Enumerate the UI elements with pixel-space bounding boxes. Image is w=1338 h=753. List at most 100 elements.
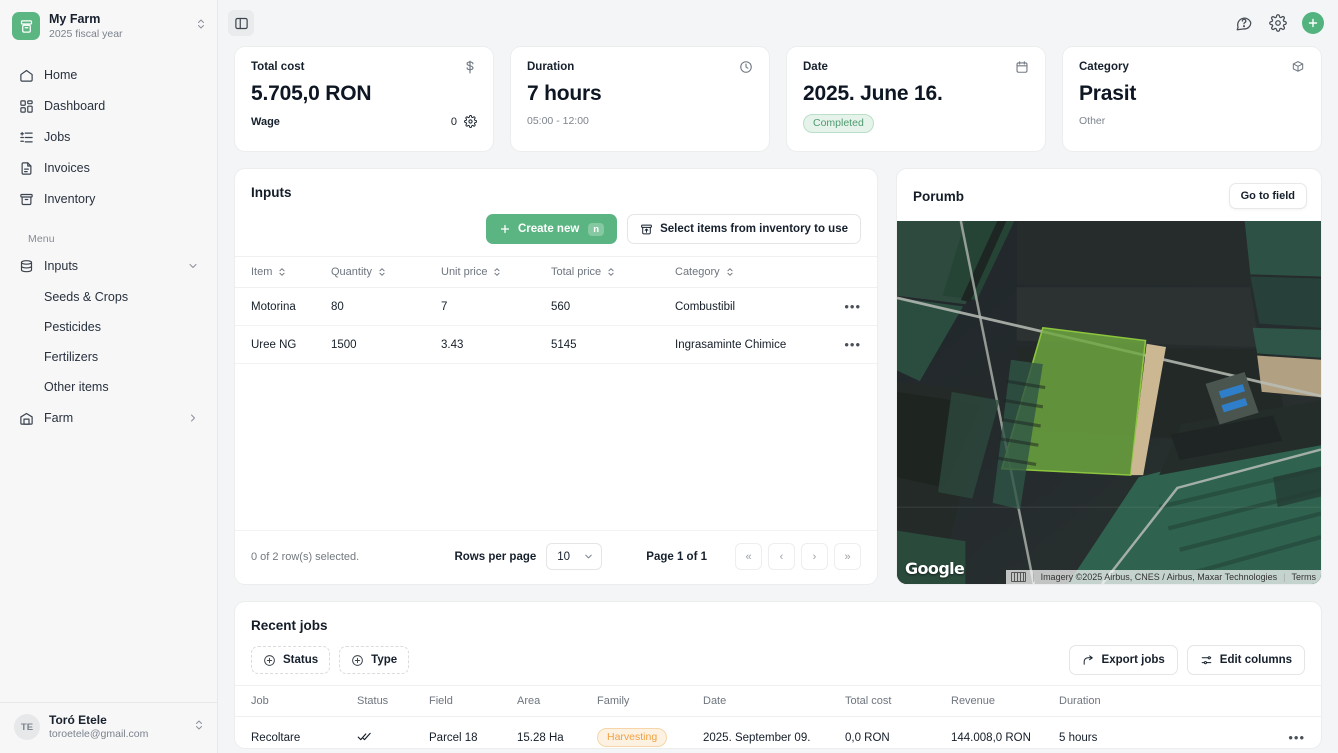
list-checks-icon	[18, 129, 34, 145]
inventory-box-icon	[640, 223, 653, 236]
rows-per-page-value: 10	[557, 550, 571, 563]
column-header-category[interactable]: Category	[675, 256, 831, 288]
sidebar-item-label: Dashboard	[44, 99, 106, 113]
rows-per-page-select[interactable]: 10	[546, 543, 603, 570]
sidebar-item-invoices[interactable]: Invoices	[10, 153, 207, 183]
sidebar-subitem-label: Fertilizers	[44, 349, 99, 364]
cell-unit-price: 3.43	[441, 325, 551, 364]
column-header-family[interactable]: Family	[597, 685, 703, 717]
stat-card-title: Total cost	[251, 61, 305, 73]
add-button[interactable]	[1302, 12, 1324, 34]
user-account-switcher[interactable]: TE Toró Etele toroetele@gmail.com	[0, 702, 217, 753]
cell-area: 15.28 Ha	[517, 716, 597, 748]
column-header-total-price[interactable]: Total price	[551, 256, 675, 288]
sidebar-item-other-items[interactable]: Other items	[10, 372, 207, 401]
stat-card-category: Category Prasit Other	[1062, 46, 1322, 152]
last-page-button[interactable]: »	[834, 543, 861, 570]
column-header-status[interactable]: Status	[357, 685, 429, 717]
package-icon	[1291, 60, 1305, 74]
row-actions-menu[interactable]: •••	[831, 287, 877, 326]
table-row[interactable]: Uree NG 1500 3.43 5145 Ingrasaminte Chim…	[235, 325, 877, 364]
help-circle-icon[interactable]	[1234, 13, 1254, 33]
gear-icon[interactable]	[1268, 13, 1288, 33]
cell-revenue: 144.008,0 RON	[951, 716, 1059, 748]
table-row[interactable]: Recoltare Parcel 18 15.28 Ha Harvesting	[235, 716, 1321, 748]
cell-category: Combustibil	[675, 287, 831, 326]
column-header-item[interactable]: Item	[235, 256, 331, 288]
column-header-revenue[interactable]: Revenue	[951, 685, 1059, 717]
page-content: Total cost 5.705,0 RON Wage 0	[218, 46, 1338, 753]
column-header-quantity[interactable]: Quantity	[331, 256, 441, 288]
export-jobs-button[interactable]: Export jobs	[1068, 645, 1178, 675]
attribution-text: Imagery ©2025 Airbus, CNES / Airbus, Max…	[1040, 572, 1278, 582]
cell-field: Parcel 18	[429, 716, 517, 748]
double-check-icon	[357, 732, 372, 747]
file-text-icon	[18, 160, 34, 176]
plus-circle-icon	[351, 654, 364, 667]
chevrons-up-down-icon	[277, 267, 287, 277]
go-to-field-button[interactable]: Go to field	[1228, 183, 1307, 209]
chevron-right-icon	[187, 412, 199, 424]
select-from-inventory-button[interactable]: Select items from inventory to use	[627, 214, 861, 244]
terms-link[interactable]: Terms	[1291, 572, 1317, 582]
column-header-area[interactable]: Area	[517, 685, 597, 717]
panel-left-icon[interactable]	[228, 10, 254, 36]
column-header-total-cost[interactable]: Total cost	[845, 685, 951, 717]
sidebar-group-inputs[interactable]: Inputs	[10, 251, 207, 281]
filter-type-button[interactable]: Type	[339, 646, 410, 674]
prev-page-button[interactable]: ‹	[768, 543, 795, 570]
family-badge: Harvesting	[597, 728, 668, 747]
sidebar-item-seeds-crops[interactable]: Seeds & Crops	[10, 282, 207, 311]
filter-status-button[interactable]: Status	[251, 646, 331, 674]
inputs-actions: Create new n Select items from inventory…	[235, 200, 877, 256]
column-header-duration[interactable]: Duration	[1059, 685, 1275, 717]
column-label: Total price	[551, 266, 602, 278]
sidebar-item-home[interactable]: Home	[10, 60, 207, 90]
next-page-button[interactable]: ›	[801, 543, 828, 570]
status-badge: Completed	[803, 114, 874, 133]
sidebar-item-dashboard[interactable]: Dashboard	[10, 91, 207, 121]
gear-icon[interactable]	[464, 115, 477, 128]
keyboard-icon[interactable]	[1011, 572, 1027, 582]
create-new-button[interactable]: Create new n	[485, 214, 618, 244]
map-header: Porumb Go to field	[897, 169, 1321, 221]
first-page-button[interactable]: «	[735, 543, 762, 570]
create-new-label: Create new	[517, 223, 580, 235]
column-header-field[interactable]: Field	[429, 685, 517, 717]
menu-heading: Menu	[28, 233, 55, 245]
wage-value: 0	[450, 115, 457, 128]
column-header-unit-price[interactable]: Unit price	[441, 256, 551, 288]
table-row[interactable]: Motorina 80 7 560 Combustibil •••	[235, 287, 877, 326]
cell-quantity: 80	[331, 287, 441, 326]
row-actions-menu[interactable]: •••	[1275, 716, 1321, 748]
column-header-date[interactable]: Date	[703, 685, 845, 717]
page-indicator: Page 1 of 1	[646, 550, 707, 563]
edit-columns-button[interactable]: Edit columns	[1186, 645, 1305, 675]
row-actions-menu[interactable]: •••	[831, 325, 877, 364]
filter-label: Status	[283, 654, 319, 666]
primary-nav: Home Dashboard Jobs	[0, 50, 217, 434]
chevron-down-icon	[187, 260, 199, 272]
mid-row: Inputs Create new n	[234, 168, 1322, 585]
column-header-job[interactable]: Job	[235, 685, 357, 717]
sidebar-item-inventory[interactable]: Inventory	[10, 184, 207, 214]
sidebar-item-pesticides[interactable]: Pesticides	[10, 312, 207, 341]
inputs-table-wrap: Item Quantity	[235, 256, 877, 530]
sidebar-group-label: Farm	[44, 411, 74, 425]
stat-cards: Total cost 5.705,0 RON Wage 0	[234, 46, 1322, 152]
edit-columns-label: Edit columns	[1219, 654, 1292, 666]
sidebar-group-farm[interactable]: Farm	[10, 403, 207, 433]
user-email: toroetele@gmail.com	[49, 728, 149, 741]
cell-item: Motorina	[235, 287, 331, 326]
farm-fiscal-year: 2025 fiscal year	[49, 27, 123, 40]
farm-name: My Farm	[49, 12, 101, 27]
sidebar-item-jobs[interactable]: Jobs	[10, 122, 207, 152]
satellite-map[interactable]: Google | Imagery ©2025 Airbus, CNES / Ai…	[897, 221, 1321, 584]
cell-unit-price: 7	[441, 287, 551, 326]
cell-category: Ingrasaminte Chimice	[675, 325, 831, 364]
sliders-icon	[1200, 654, 1213, 667]
sidebar-item-fertilizers[interactable]: Fertilizers	[10, 342, 207, 371]
farm-switcher[interactable]: My Farm 2025 fiscal year	[0, 0, 217, 50]
stat-card-value: Prasit	[1079, 82, 1137, 105]
column-label: Item	[251, 266, 273, 278]
